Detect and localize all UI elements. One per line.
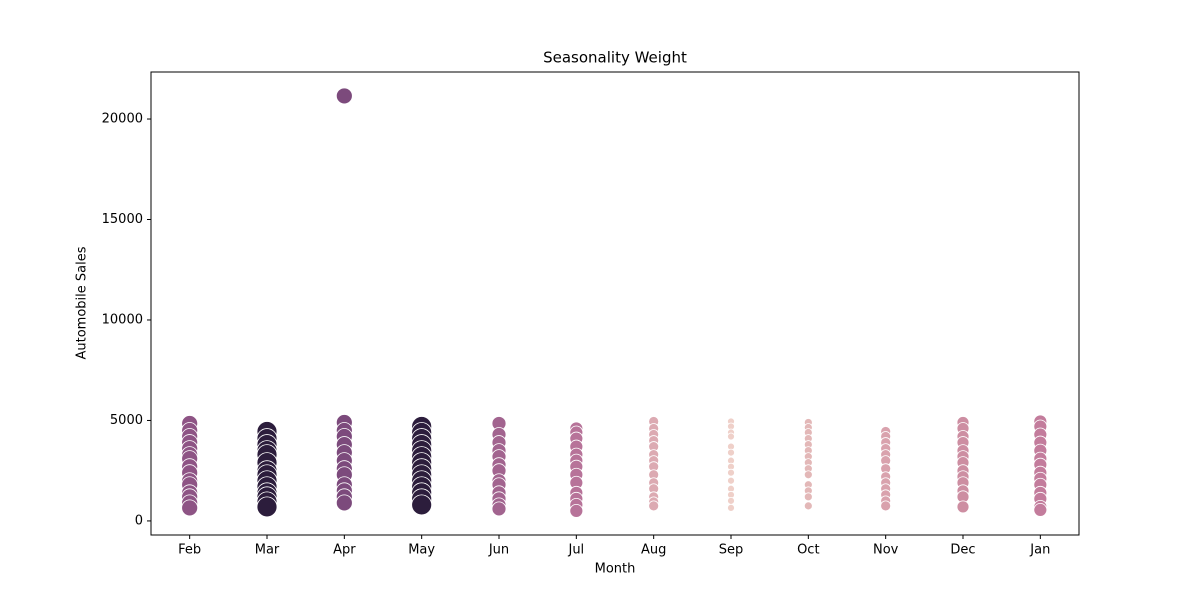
point [1033,502,1048,517]
point [335,87,353,105]
point [256,496,278,518]
point [803,501,813,511]
plot-frame [150,71,1080,536]
y-tick-label: 5000 [110,413,143,428]
point [181,499,199,517]
y-tick-label: 15000 [102,212,143,227]
plot-area [181,87,1048,518]
point [727,496,735,505]
x-tick-label: Jun [488,543,509,558]
point [727,503,735,512]
point [880,500,892,512]
chart-title: Seasonality Weight [543,49,687,67]
x-axis-label: Month [595,562,636,577]
y-axis-label: Automobile Sales [75,246,90,359]
y-tick-label: 10000 [102,312,143,327]
x-tick-label: Aug [641,543,666,558]
point [491,501,507,517]
x-tick-label: Sep [719,543,744,558]
point [803,492,813,502]
y-tick-label: 20000 [102,112,143,127]
point [648,500,660,512]
x-tick-label: Apr [333,543,356,558]
x-tick-label: Feb [178,543,201,558]
x-tick-label: Jan [1029,543,1050,558]
point [727,432,735,441]
point [569,503,584,518]
point [803,470,813,480]
point [411,494,433,516]
y-tick-label: 0 [135,513,143,528]
x-tick-label: Jul [567,543,584,558]
point [727,476,735,485]
point [956,500,970,514]
x-tick-label: Dec [950,543,975,558]
x-tick-label: Mar [255,543,280,558]
x-tick-label: May [408,543,435,558]
point [727,468,735,477]
point [335,494,353,512]
x-tick-label: Nov [873,543,899,558]
point [727,448,735,457]
x-tick-label: Oct [797,543,819,558]
